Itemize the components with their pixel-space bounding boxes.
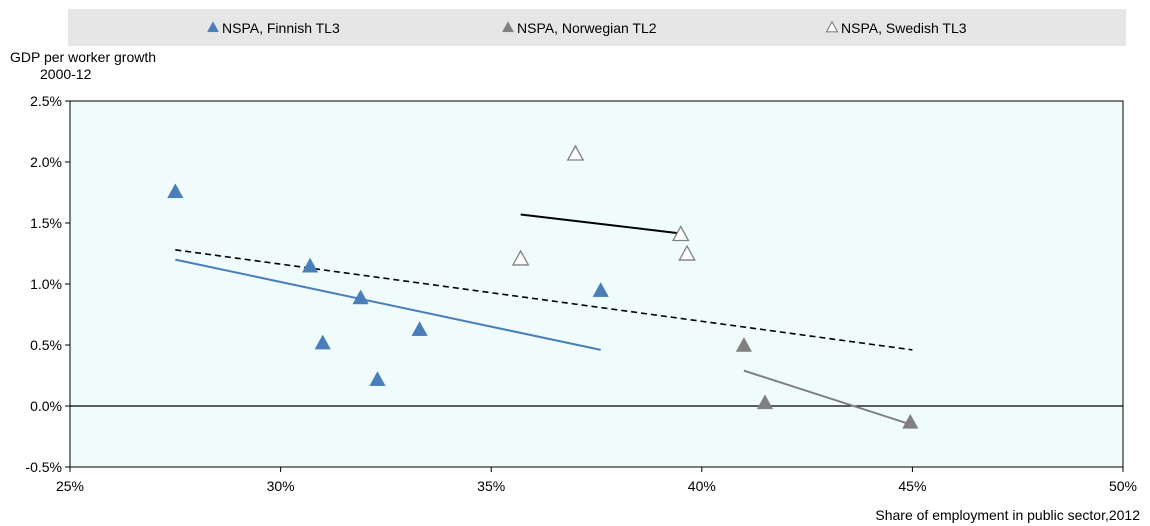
data-point xyxy=(902,413,919,429)
data-point xyxy=(167,183,184,199)
legend-label: NSPA, Norwegian TL2 xyxy=(517,20,657,36)
legend-marker xyxy=(207,21,219,33)
x-tick-label: 40% xyxy=(688,478,716,494)
data-point xyxy=(756,394,774,410)
legend-marker xyxy=(825,20,839,33)
y-tick-label: 0.0% xyxy=(30,398,62,414)
data-point xyxy=(369,371,386,386)
data-point xyxy=(314,334,331,350)
data-point xyxy=(592,282,609,297)
y-tick-label: 2.5% xyxy=(30,93,62,109)
y-tick-label: 1.5% xyxy=(30,215,62,231)
data-point xyxy=(511,249,530,266)
legend-marker xyxy=(502,21,514,33)
data-point xyxy=(671,225,690,242)
y-axis-title-line-1: GDP per worker growth xyxy=(10,49,156,65)
trend-lines xyxy=(175,213,913,426)
legend-label: NSPA, Finnish TL3 xyxy=(222,20,340,36)
y-tick-label: -0.5% xyxy=(25,459,62,475)
y-tick-label: 2.0% xyxy=(30,154,62,170)
y-tick-label: 1.0% xyxy=(30,276,62,292)
x-axis-title: Share of employment in public sector,201… xyxy=(875,507,1140,523)
plot-area xyxy=(69,100,1124,468)
data-point xyxy=(566,144,585,161)
x-tick-label: 30% xyxy=(267,478,295,494)
legend: NSPA, Finnish TL3 NSPA, Norwegian TL2 NSPA… xyxy=(207,20,967,36)
data-point xyxy=(411,321,428,336)
x-tick-label: 35% xyxy=(477,478,505,494)
y-axis: -0.5% 0.0% 0.5% 1.0% 1.5% 2.0% 2.5% xyxy=(25,93,70,475)
data-points xyxy=(167,144,919,429)
data-point xyxy=(678,244,696,261)
data-point xyxy=(301,257,319,273)
overall-trend-line xyxy=(175,249,913,351)
series-trend-line xyxy=(175,258,601,351)
x-axis: 25% 30% 35% 40% 45% 50% xyxy=(56,467,1137,494)
legend-label: NSPA, Swedish TL3 xyxy=(841,20,967,36)
x-tick-label: 50% xyxy=(1109,478,1137,494)
y-tick-label: 0.5% xyxy=(30,337,62,353)
data-point xyxy=(352,289,369,305)
series-trend-line xyxy=(743,369,911,426)
x-tick-label: 45% xyxy=(898,478,926,494)
y-axis-title-line-2: 2000-12 xyxy=(40,66,92,82)
legend-background xyxy=(68,9,1126,46)
data-point xyxy=(735,337,753,352)
x-tick-label: 25% xyxy=(56,478,84,494)
series-trend-line xyxy=(520,213,686,235)
